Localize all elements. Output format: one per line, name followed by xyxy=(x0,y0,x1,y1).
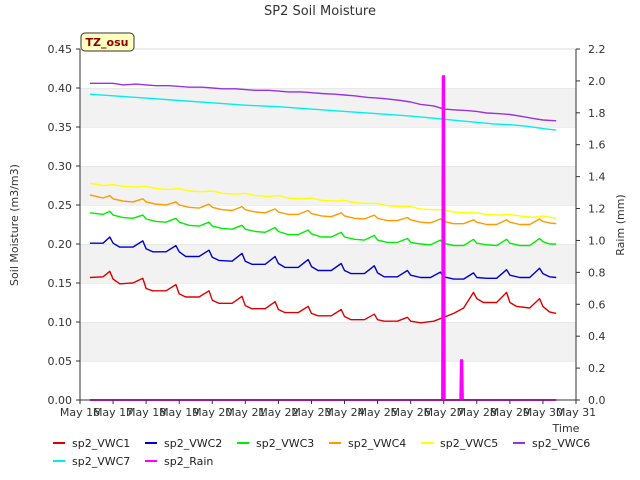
y2-tick-label: 1.4 xyxy=(588,171,606,184)
x-tick-label: May 29 xyxy=(490,406,530,419)
series-line-sp2_VWC6 xyxy=(89,82,557,122)
series-line-sp2_VWC7 xyxy=(89,93,557,131)
legend-label-sp2_VWC4: sp2_VWC4 xyxy=(348,437,406,450)
legend-label-sp2_Rain: sp2_Rain xyxy=(164,455,213,468)
x-tick-label: May 21 xyxy=(225,406,265,419)
y-axis-label: Soil Moisture (m3/m3) xyxy=(8,164,21,286)
x-tick-label: May 24 xyxy=(324,406,364,419)
x-tick-label: May 26 xyxy=(391,406,431,419)
grid-band xyxy=(80,205,576,244)
legend-label-sp2_VWC1: sp2_VWC1 xyxy=(72,437,130,450)
series-line-sp2_VWC1 xyxy=(89,270,557,324)
x-axis-label: Time xyxy=(552,422,580,435)
x-tick-label: May 30 xyxy=(523,406,563,419)
y-tick-label: 0.20 xyxy=(48,238,73,251)
legend-label-sp2_VWC5: sp2_VWC5 xyxy=(440,437,498,450)
grid-bands xyxy=(80,48,576,400)
y2-tick-label: 0.2 xyxy=(588,362,606,375)
legend: sp2_VWC1 sp2_VWC2 sp2_VWC3 sp2_VWC4 sp2_VWC5… xyxy=(53,437,590,468)
x-tick-label: May 22 xyxy=(258,406,298,419)
y2-tick-label: 1.6 xyxy=(588,139,606,152)
x-tick-label: May 23 xyxy=(291,406,331,419)
x-tick-label: May 18 xyxy=(126,406,166,419)
axes xyxy=(79,49,577,401)
tz-annotation: TZ_osu xyxy=(80,32,135,52)
y-tick-label: 0.00 xyxy=(48,394,73,407)
grid-band xyxy=(80,49,576,88)
series-lines xyxy=(89,75,557,401)
series-line-sp2_VWC3 xyxy=(89,210,557,247)
legend-label-sp2_VWC7: sp2_VWC7 xyxy=(72,455,130,468)
x-tick-label: May 27 xyxy=(424,406,464,419)
y2-tick-label: 0.0 xyxy=(588,394,606,407)
y-tick-label: 0.15 xyxy=(48,277,73,290)
y-tick-label: 0.10 xyxy=(48,316,73,329)
chart-title: SP2 Soil Moisture xyxy=(264,4,376,19)
legend-label-sp2_VWC3: sp2_VWC3 xyxy=(256,437,314,450)
grid-band xyxy=(80,244,576,283)
y2-tick-label: 0.8 xyxy=(588,266,606,279)
y2-axis-label: Raim (mm) xyxy=(614,194,627,255)
y2-tick-label: 1.8 xyxy=(588,107,606,120)
y-tick-label: 0.25 xyxy=(48,199,73,212)
legend-label-sp2_VWC6: sp2_VWC6 xyxy=(532,437,590,450)
tz-annotation-text: TZ_osu xyxy=(86,36,129,49)
legend-label-sp2_VWC2: sp2_VWC2 xyxy=(164,437,222,450)
tz-annotation-box xyxy=(80,32,135,52)
y-tick-label: 0.30 xyxy=(48,160,73,173)
series-line-sp2_VWC5 xyxy=(89,182,557,219)
y2-tick-label: 1.2 xyxy=(588,203,606,216)
x-tick-label: May 17 xyxy=(93,406,133,419)
y2-tick-label: 2.2 xyxy=(588,43,606,56)
grid-band xyxy=(80,127,576,166)
y2-tick-label: 0.6 xyxy=(588,298,606,311)
x-tick-label: May 25 xyxy=(357,406,397,419)
grid-band xyxy=(80,361,576,400)
y-tick-label: 0.05 xyxy=(48,355,73,368)
y2-tick-label: 1.0 xyxy=(588,234,606,247)
tick-labels: 0.00 0.05 0.10 0.15 0.20 0.25 0.30 0.35 0.40 0.45… xyxy=(48,43,606,419)
y-tick-label: 0.35 xyxy=(48,121,73,134)
x-tick-label: May 16 xyxy=(60,406,100,419)
grid-band xyxy=(80,322,576,361)
y2-tick-label: 2.0 xyxy=(588,75,606,88)
y-tick-label: 0.45 xyxy=(48,43,73,56)
y-tick-label: 0.40 xyxy=(48,82,73,95)
x-tick-label: May 20 xyxy=(192,406,232,419)
y2-tick-label: 0.4 xyxy=(588,330,606,343)
x-tick-label: May 28 xyxy=(457,406,497,419)
x-tick-label: May 31 xyxy=(556,406,596,419)
grid-band xyxy=(80,166,576,205)
series-line-sp2_VWC4 xyxy=(89,194,557,226)
x-tick-label: May 19 xyxy=(159,406,199,419)
series-line-sp2_VWC2 xyxy=(89,236,557,280)
